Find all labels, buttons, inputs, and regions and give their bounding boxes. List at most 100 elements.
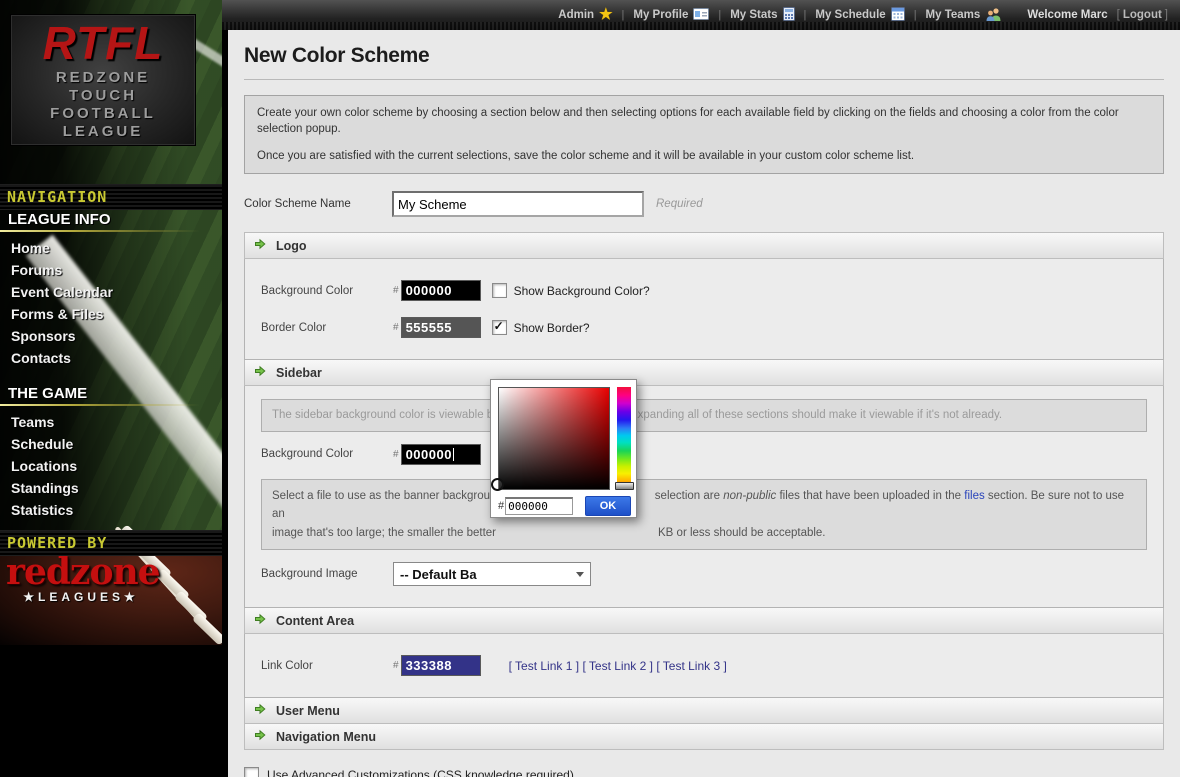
topbar: Admin ★ | My Profile | My Stats | My Sch… xyxy=(222,0,1180,30)
section-content-area-header[interactable]: Content Area xyxy=(244,608,1164,635)
name-field-label: Color Scheme Name xyxy=(244,198,351,211)
section-sidebar: Sidebar The sidebar background color is … xyxy=(244,360,1164,609)
required-hint: Required xyxy=(656,198,703,211)
logout-label: Logout xyxy=(1122,9,1162,21)
field-label: Border Color xyxy=(261,321,327,334)
sidebar-item-statistics[interactable]: Statistics xyxy=(11,502,74,518)
sidebar-background-color-row: Background Color # 000000 xyxy=(245,436,1163,473)
files-link[interactable]: files xyxy=(964,489,985,502)
hex-value: 000000 xyxy=(405,283,452,299)
topbar-my-profile-label: My Profile xyxy=(633,9,689,21)
redzone-logo-subtext: ★LEAGUES★ xyxy=(23,590,139,604)
background-image-note: Select a file to use as the banner backg… xyxy=(261,478,1147,551)
hex-value: 000000 xyxy=(405,446,452,462)
hex-hash: # xyxy=(393,322,399,334)
chevron-down-icon xyxy=(576,571,584,577)
section-sidebar-header[interactable]: Sidebar xyxy=(244,360,1164,387)
css-abbr: CSS xyxy=(437,767,462,777)
background-image-select[interactable]: -- Default Ba xyxy=(393,562,591,587)
sidebar-item-schedule[interactable]: Schedule xyxy=(11,436,74,452)
show-border-checkbox[interactable] xyxy=(491,319,507,336)
advanced-label-pre: Use Advanced Customizations ( xyxy=(267,767,438,777)
hex-value: 333388 xyxy=(405,658,452,674)
topbar-my-teams[interactable]: My Teams xyxy=(926,7,1003,24)
bracket: [ xyxy=(508,658,512,673)
select-value: -- Default Ba xyxy=(400,566,477,582)
section-logo-body: Background Color # 000000 Show Backgroun… xyxy=(244,259,1164,361)
sidebar-item-contacts[interactable]: Contacts xyxy=(11,350,71,366)
redzone-leagues-logo[interactable]: redzone ★LEAGUES★ xyxy=(6,554,161,604)
note-text: image that's too large; the smaller the … xyxy=(272,526,497,539)
green-arrow-icon xyxy=(254,238,266,253)
link-color-field[interactable]: 333388 xyxy=(400,655,481,677)
section-navigation-menu-header[interactable]: Navigation Menu xyxy=(244,724,1164,751)
green-arrow-icon xyxy=(254,365,266,380)
separator: | xyxy=(621,9,625,21)
intro-paragraph: Create your own color scheme by choosing… xyxy=(257,107,1119,136)
sidebar-item-teams[interactable]: Teams xyxy=(11,414,55,430)
color-scheme-name-row: Color Scheme Name Required xyxy=(244,191,1164,218)
link-color-row: Link Color # 333388 [ Test Link 1 ] [ Te… xyxy=(245,647,1163,684)
topbar-my-profile[interactable]: My Profile xyxy=(633,7,710,23)
topbar-my-stats[interactable]: My Stats xyxy=(730,6,795,24)
color-picker-popup: # OK xyxy=(490,379,637,518)
saturation-value-gradient[interactable] xyxy=(498,387,610,490)
sidebar-color-note: The sidebar background color is viewable… xyxy=(261,399,1147,432)
field-label: Background Image xyxy=(261,568,358,581)
bracket: [ xyxy=(1116,9,1120,21)
league-logo-line: TOUCH xyxy=(68,87,138,104)
scheme-name-input[interactable] xyxy=(392,191,644,218)
calculator-icon xyxy=(782,6,795,24)
sidebar-item-event-calendar[interactable]: Event Calendar xyxy=(11,284,113,300)
intro-note: Create your own color scheme by choosing… xyxy=(244,95,1164,175)
section-logo-header[interactable]: Logo xyxy=(244,232,1164,260)
topbar-my-schedule-label: My Schedule xyxy=(815,9,886,21)
bracket: [ xyxy=(656,658,660,673)
test-link-3[interactable]: Test Link 3 xyxy=(662,658,721,673)
sidebar-item-forums[interactable]: Forums xyxy=(11,262,63,278)
sidebar-bg-color-field[interactable]: 000000 xyxy=(400,443,481,465)
field-label: Background Color xyxy=(261,284,354,297)
logout-button[interactable]: [ Logout ] xyxy=(1117,9,1168,21)
sidebar-section-title: LEAGUE INFO xyxy=(0,209,222,232)
main-content: New Color Scheme Create your own color s… xyxy=(228,30,1180,777)
section-sidebar-body: The sidebar background color is viewable… xyxy=(244,386,1164,609)
advanced-customizations-row: Use Advanced Customizations (CSS knowled… xyxy=(244,767,1164,777)
sidebar: RTFL REDZONE TOUCH FOOTBALL LEAGUE NAVIG… xyxy=(0,0,222,777)
topbar-admin[interactable]: Admin ★ xyxy=(558,6,613,23)
sidebar-item-sponsors[interactable]: Sponsors xyxy=(11,328,76,344)
sidebar-item-home[interactable]: Home xyxy=(11,240,50,256)
section-title: Content Area xyxy=(276,613,355,628)
topbar-my-stats-label: My Stats xyxy=(730,9,778,21)
sidebar-nav-league-info: LEAGUE INFO Home Forums Event Calendar F… xyxy=(0,209,222,369)
picker-hex-input[interactable] xyxy=(505,497,574,515)
field-label: Background Color xyxy=(261,448,354,461)
use-advanced-customizations-checkbox[interactable] xyxy=(244,767,259,777)
league-logo-line: FOOTBALL xyxy=(50,105,156,122)
bracket: [ xyxy=(582,658,586,673)
sidebar-item-locations[interactable]: Locations xyxy=(11,458,78,474)
picker-ok-button[interactable]: OK xyxy=(585,496,631,516)
star-icon: ★ xyxy=(599,6,613,23)
sidebar-item-forms-files[interactable]: Forms & Files xyxy=(11,306,104,322)
topbar-my-schedule[interactable]: My Schedule xyxy=(815,6,905,24)
hue-bar[interactable] xyxy=(617,387,631,490)
intro-paragraph: Once you are satisfied with the current … xyxy=(257,150,915,163)
hex-hash: # xyxy=(393,285,399,297)
text-caret xyxy=(452,447,454,461)
sidebar-item-standings[interactable]: Standings xyxy=(11,480,79,496)
test-link-1[interactable]: Test Link 1 xyxy=(515,658,573,673)
topbar-my-teams-label: My Teams xyxy=(925,9,981,21)
color-selection-marker[interactable] xyxy=(491,478,504,491)
section-user-menu-header[interactable]: User Menu xyxy=(244,698,1164,725)
background-image-row: Background Image -- Default Ba xyxy=(245,554,1163,594)
section-content-area-body: Link Color # 333388 [ Test Link 1 ] [ Te… xyxy=(244,634,1164,699)
note-text: selection are xyxy=(654,489,724,502)
hue-slider-handle[interactable] xyxy=(615,482,634,490)
test-link-2[interactable]: Test Link 2 xyxy=(588,658,647,673)
logo-border-color-field[interactable]: 555555 xyxy=(400,317,481,339)
logo-bg-color-field[interactable]: 000000 xyxy=(400,280,481,302)
note-text: section. Be sure not to use an xyxy=(272,489,1125,521)
show-background-color-checkbox[interactable] xyxy=(491,283,507,299)
logo-background-color-row: Background Color # 000000 Show Backgroun… xyxy=(245,272,1163,309)
